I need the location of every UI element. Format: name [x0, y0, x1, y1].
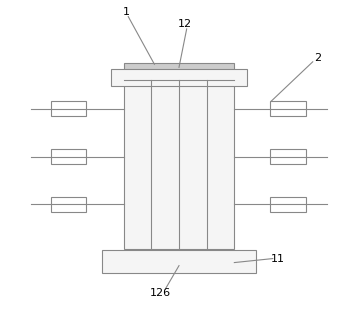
- Text: 11: 11: [270, 254, 284, 264]
- Bar: [270, 101, 306, 116]
- Bar: [270, 197, 306, 212]
- Bar: [50, 149, 86, 164]
- Bar: [124, 63, 234, 80]
- Bar: [50, 101, 86, 116]
- Bar: [111, 69, 247, 86]
- Bar: [102, 250, 256, 273]
- Bar: [124, 80, 234, 249]
- Bar: [50, 197, 86, 212]
- Text: 1: 1: [123, 7, 130, 17]
- Text: 126: 126: [150, 288, 171, 298]
- Text: 12: 12: [178, 19, 192, 29]
- Text: 2: 2: [314, 53, 321, 63]
- Bar: [270, 149, 306, 164]
